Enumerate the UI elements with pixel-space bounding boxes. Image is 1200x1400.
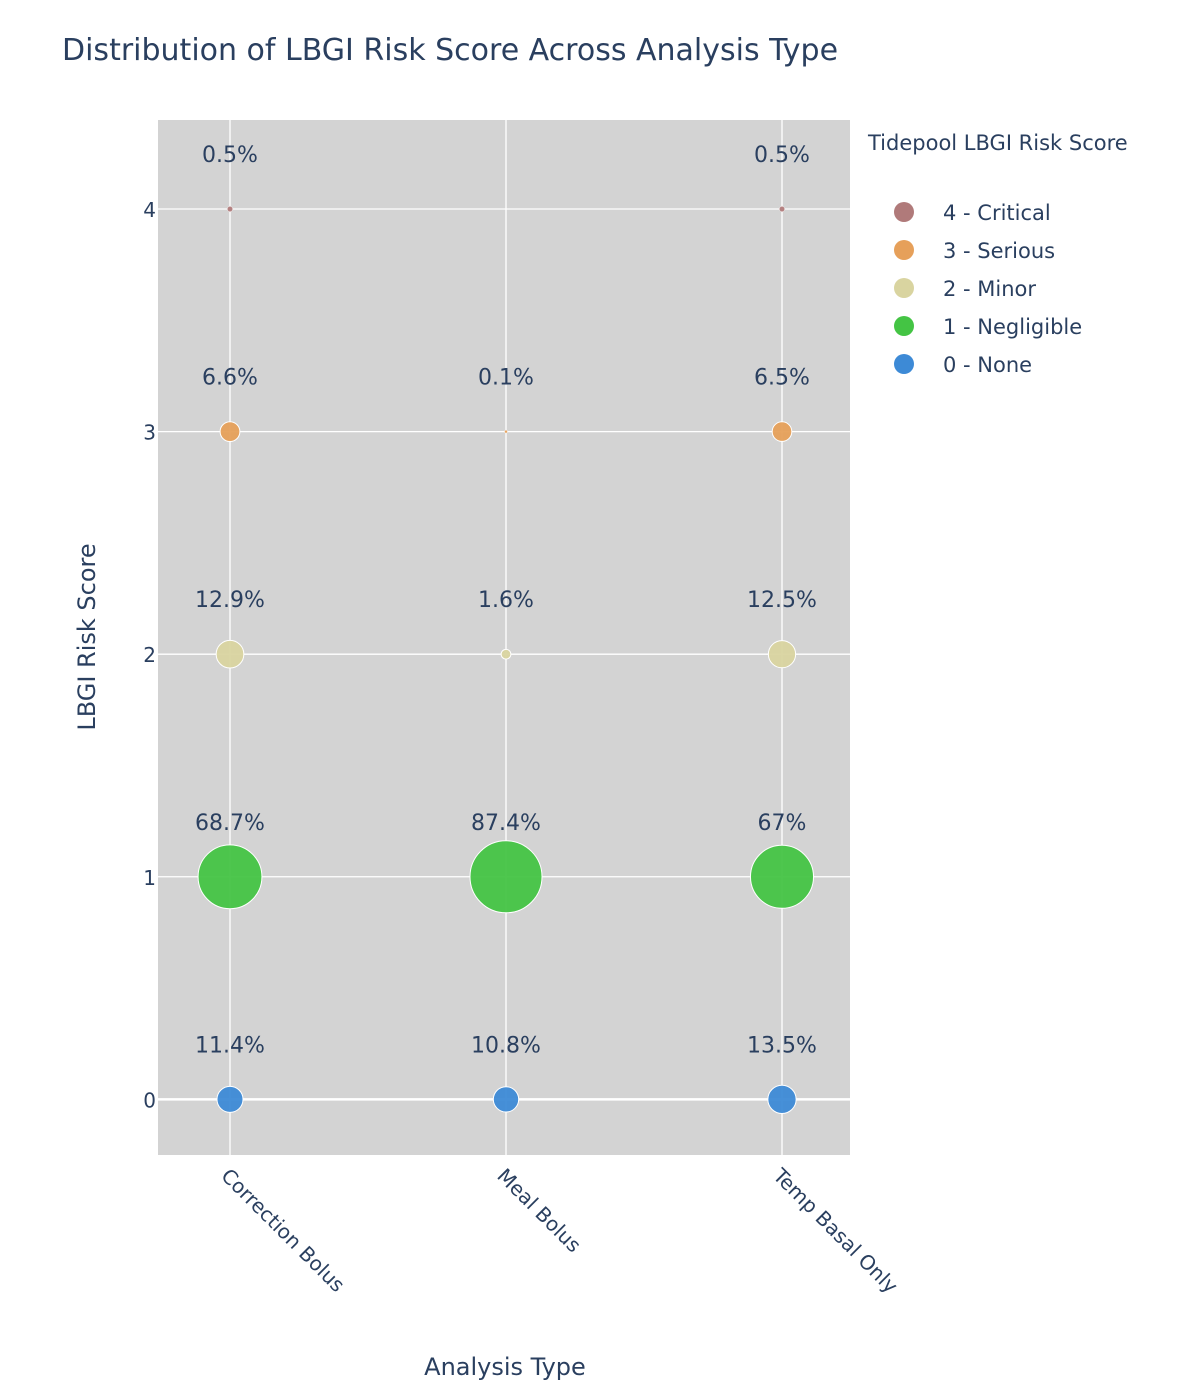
y-tick-label: 0 (143, 1088, 156, 1112)
x-axis-title: Analysis Type (424, 1353, 586, 1381)
legend-marker (894, 278, 914, 298)
x-tick-label: Temp Basal Only (768, 1163, 903, 1298)
gridlines (158, 120, 850, 1155)
chart-title: Distribution of LBGI Risk Score Across A… (62, 33, 838, 68)
legend-marker (894, 202, 914, 222)
bubble (771, 421, 793, 442)
data-label: 10.8% (471, 1033, 541, 1058)
legend-marker (894, 354, 914, 374)
x-tick-label: Correction Bolus (216, 1164, 349, 1297)
y-tick-label: 3 (143, 421, 156, 445)
legend-marker (894, 240, 914, 260)
x-axis-ticks: Correction Bolus Meal Bolus Temp Basal Onl… (216, 1163, 902, 1298)
bubbles (197, 206, 815, 1115)
bubble (504, 429, 508, 434)
legend-item: 2 - Minor (943, 277, 1036, 301)
data-label: 1.6% (478, 588, 534, 613)
y-tick-label: 1 (143, 866, 156, 890)
data-label: 0.5% (754, 143, 810, 168)
bubble (779, 206, 785, 212)
legend-item: 0 - None (943, 353, 1032, 377)
bubble (492, 1086, 520, 1113)
plot-area (158, 120, 850, 1155)
legend-marker (894, 316, 914, 336)
data-label: 67% (758, 811, 807, 836)
bubble (197, 844, 263, 910)
data-label: 11.4% (195, 1033, 265, 1058)
data-label: 68.7% (195, 811, 265, 836)
bubble (215, 639, 245, 669)
y-axis-title: LBGI Risk Score (73, 543, 101, 730)
bubble (767, 640, 797, 669)
data-label: 6.5% (754, 366, 810, 391)
data-label: 12.9% (195, 588, 265, 613)
bubble (469, 840, 543, 914)
legend-item: 1 - Negligible (943, 315, 1082, 339)
data-label: 6.6% (202, 366, 258, 391)
legend-item: 4 - Critical (943, 201, 1051, 225)
bubble (219, 421, 241, 443)
y-tick-label: 4 (143, 198, 156, 222)
data-label: 0.1% (478, 366, 534, 391)
data-label: 13.5% (747, 1033, 817, 1058)
data-label: 87.4% (471, 811, 541, 836)
bubble (767, 1084, 797, 1115)
data-label: 0.5% (202, 143, 258, 168)
legend-item: 3 - Serious (943, 239, 1055, 263)
legend: Tidepool LBGI Risk Score 4 - Critical 3 -… (867, 131, 1128, 377)
bubble (227, 206, 233, 212)
legend-title: Tidepool LBGI Risk Score (867, 131, 1128, 155)
bubble (500, 648, 512, 660)
bubble (749, 844, 815, 909)
data-label: 12.5% (747, 588, 817, 613)
x-tick-label: Meal Bolus (492, 1164, 586, 1258)
data-labels: 0.5% 0.5% 6.6% 0.1% 6.5% 12.9% 1.6% 12.5% 68.7% 8… (195, 143, 817, 1058)
bubble (216, 1085, 244, 1113)
y-axis-ticks: 0 1 2 3 4 (143, 198, 156, 1112)
y-tick-label: 2 (143, 643, 156, 667)
